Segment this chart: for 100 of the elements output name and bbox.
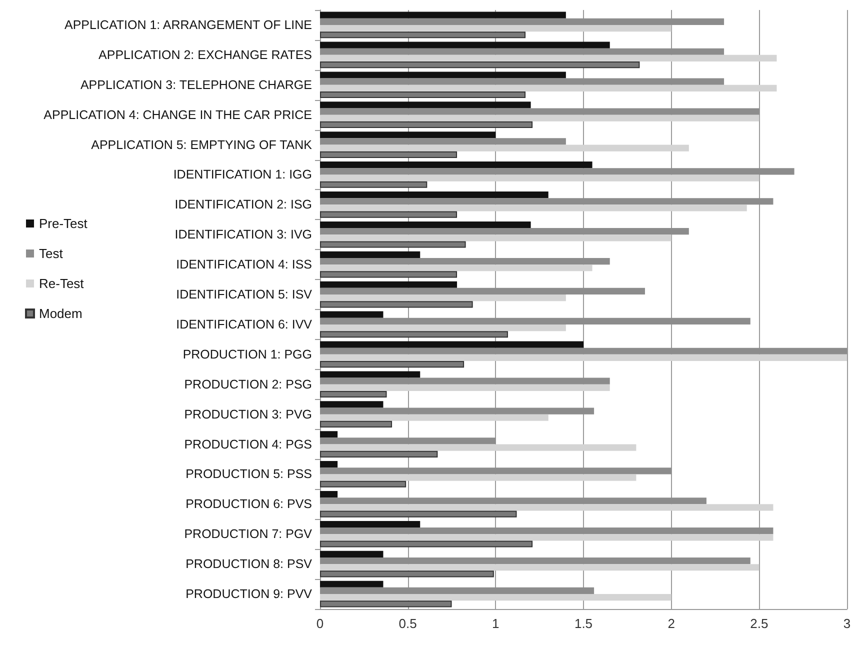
- bar: [320, 42, 610, 48]
- y-tick-label: PRODUCTION 6: PVS: [186, 497, 312, 512]
- bar: [320, 198, 774, 205]
- bar: [320, 564, 760, 571]
- x-tick-label: 3: [843, 616, 851, 631]
- legend-label: Test: [39, 246, 64, 261]
- bar: [320, 24, 672, 32]
- bar: [320, 384, 610, 391]
- bar: [320, 474, 636, 481]
- bar: [320, 54, 777, 62]
- bar: [320, 341, 584, 348]
- bar: [320, 444, 636, 451]
- bar: [320, 62, 640, 68]
- y-tick-label: PRODUCTION 4: PGS: [184, 437, 312, 452]
- x-tick-label: 1.5: [574, 616, 593, 631]
- bar: [320, 331, 508, 338]
- bar: [320, 390, 387, 398]
- bar: [320, 241, 466, 248]
- y-tick-label: IDENTIFICATION 5: ISV: [176, 288, 313, 302]
- bar: [320, 354, 847, 362]
- bar: [320, 221, 531, 228]
- bar: [320, 324, 566, 332]
- bar: [320, 318, 750, 324]
- y-tick-label: IDENTIFICATION 3: IVG: [174, 228, 312, 242]
- bar: [320, 401, 384, 408]
- y-tick-label: APPLICATION 2: EXCHANGE RATES: [98, 48, 312, 62]
- bar: [320, 18, 724, 25]
- y-tick-label: IDENTIFICATION 2: ISG: [174, 198, 312, 212]
- bar: [320, 587, 594, 594]
- y-tick-label: IDENTIFICATION 4: ISS: [176, 258, 312, 272]
- bar: [320, 461, 338, 468]
- bar: [320, 540, 533, 548]
- bar: [320, 361, 464, 368]
- bar: [320, 264, 592, 272]
- bar: [320, 271, 458, 278]
- bar: [320, 258, 610, 265]
- bar: [320, 32, 526, 38]
- bar: [320, 311, 384, 318]
- bar: [320, 414, 548, 421]
- bar: [320, 520, 420, 528]
- bar: [320, 498, 706, 504]
- bar: [320, 132, 496, 138]
- bar: [320, 91, 526, 98]
- bar: [320, 557, 750, 564]
- bar: [320, 408, 594, 414]
- bar: [320, 191, 548, 198]
- bar: [320, 550, 384, 558]
- bar: [320, 108, 760, 115]
- bar: [320, 234, 672, 242]
- bar: [320, 438, 496, 444]
- bar: [320, 251, 420, 258]
- y-tick-label: APPLICATION 4: CHANGE IN THE CAR PRICE: [44, 108, 312, 122]
- bar: [320, 450, 438, 458]
- bar: [320, 480, 406, 488]
- bar: [320, 534, 774, 541]
- bar: [320, 204, 747, 212]
- legend-label: Re-Test: [39, 276, 84, 291]
- bar: [320, 510, 517, 518]
- bar: [320, 211, 458, 218]
- bar: [320, 102, 531, 108]
- bar: [320, 78, 724, 85]
- bar: [320, 174, 760, 182]
- y-tick-label: APPLICATION 5: EMPTYING OF TANK: [91, 138, 313, 152]
- bar: [320, 348, 847, 354]
- bar: [320, 431, 338, 438]
- bar: [320, 12, 566, 18]
- y-tick-label: IDENTIFICATION 6: IVV: [176, 317, 313, 332]
- y-tick-label: PRODUCTION 8: PSV: [186, 557, 313, 572]
- bar: [320, 72, 566, 78]
- x-tick-label: 0.5: [398, 616, 417, 631]
- bar: [320, 371, 420, 378]
- bar: [320, 468, 672, 474]
- y-tick-label: PRODUCTION 2: PSG: [184, 377, 312, 392]
- bar: [320, 570, 494, 578]
- bar: [320, 288, 645, 295]
- y-tick-label: IDENTIFICATION 1: IGG: [173, 168, 312, 182]
- bar: [320, 114, 760, 122]
- legend-label: Pre-Test: [39, 216, 88, 231]
- bar: [320, 420, 392, 428]
- y-tick-label: PRODUCTION 3: PVG: [184, 407, 312, 422]
- x-tick-label: 2.5: [750, 616, 768, 631]
- bar: [320, 138, 566, 145]
- x-tick-label: 0: [316, 616, 324, 631]
- y-tick-label: APPLICATION 1: ARRANGEMENT OF LINE: [64, 18, 312, 32]
- bar: [320, 181, 428, 188]
- y-tick-label: APPLICATION 3: TELEPHONE CHARGE: [80, 78, 312, 92]
- bar: [320, 504, 774, 511]
- y-tick-label: PRODUCTION 7: PGV: [184, 527, 313, 542]
- bar: [320, 301, 473, 308]
- bar: [320, 281, 458, 288]
- bar: [320, 600, 452, 608]
- bar: [320, 294, 566, 302]
- y-tick-label: PRODUCTION 5: PSS: [186, 467, 312, 482]
- x-tick-label: 1: [492, 616, 500, 631]
- bar: [320, 121, 533, 128]
- bar: [320, 144, 689, 152]
- y-tick-label: PRODUCTION 9: PVV: [186, 587, 313, 602]
- legend-label: Modem: [39, 306, 82, 321]
- bar: [320, 84, 777, 92]
- bar: [320, 228, 689, 235]
